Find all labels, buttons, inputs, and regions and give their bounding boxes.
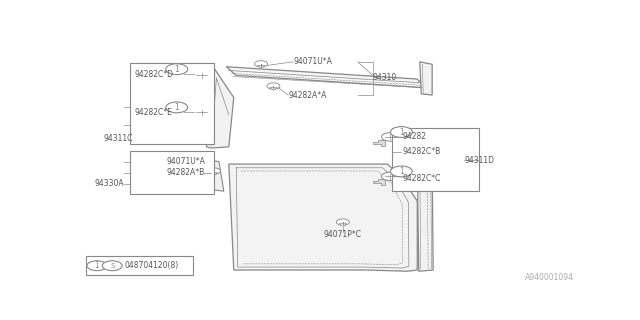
Text: S: S — [110, 263, 115, 269]
Text: 1: 1 — [95, 261, 99, 270]
Text: 94310: 94310 — [372, 73, 397, 82]
Text: 94071U*A: 94071U*A — [293, 57, 332, 66]
Polygon shape — [210, 173, 218, 175]
Bar — [129, 63, 214, 144]
Polygon shape — [339, 224, 347, 226]
Circle shape — [193, 71, 211, 80]
Polygon shape — [196, 82, 209, 88]
Circle shape — [87, 261, 107, 271]
Polygon shape — [195, 118, 207, 124]
Circle shape — [390, 166, 412, 177]
Text: 94311D: 94311D — [465, 156, 495, 165]
Text: 94282A*A: 94282A*A — [288, 91, 326, 100]
Text: 94330A: 94330A — [95, 179, 125, 188]
Text: 1: 1 — [399, 128, 404, 137]
Polygon shape — [372, 180, 385, 185]
Text: A940001094: A940001094 — [525, 273, 573, 282]
Polygon shape — [372, 140, 385, 146]
Polygon shape — [207, 68, 234, 148]
Circle shape — [193, 108, 211, 117]
Text: 94282C*D: 94282C*D — [134, 70, 173, 79]
Text: 94071P*C: 94071P*C — [323, 230, 361, 239]
Polygon shape — [337, 219, 349, 225]
Polygon shape — [267, 83, 280, 89]
Polygon shape — [257, 66, 265, 68]
Text: 94311C: 94311C — [104, 134, 133, 143]
Text: 048704120(8): 048704120(8) — [125, 261, 179, 270]
Text: 94282C*B: 94282C*B — [403, 147, 441, 156]
Circle shape — [166, 102, 188, 113]
Circle shape — [381, 172, 399, 180]
Polygon shape — [417, 164, 433, 271]
Circle shape — [390, 127, 412, 138]
Text: 94071U*A: 94071U*A — [167, 157, 205, 166]
Text: 94282A*B: 94282A*B — [167, 168, 205, 177]
Polygon shape — [229, 164, 417, 271]
Text: 94282: 94282 — [403, 132, 426, 141]
Polygon shape — [202, 159, 224, 191]
Polygon shape — [227, 67, 425, 88]
Polygon shape — [420, 62, 432, 95]
Text: 94282C*C: 94282C*C — [403, 174, 441, 183]
Text: 1: 1 — [174, 103, 179, 112]
Bar — [392, 128, 479, 191]
Bar — [86, 256, 193, 275]
Text: 1: 1 — [399, 167, 404, 176]
Polygon shape — [255, 61, 268, 67]
Circle shape — [102, 261, 122, 271]
Polygon shape — [207, 168, 220, 174]
Text: 1: 1 — [174, 65, 179, 74]
Circle shape — [166, 64, 188, 75]
Polygon shape — [269, 88, 277, 90]
Circle shape — [381, 133, 399, 141]
Text: 94282C*E: 94282C*E — [134, 108, 172, 117]
Bar — [129, 150, 214, 194]
